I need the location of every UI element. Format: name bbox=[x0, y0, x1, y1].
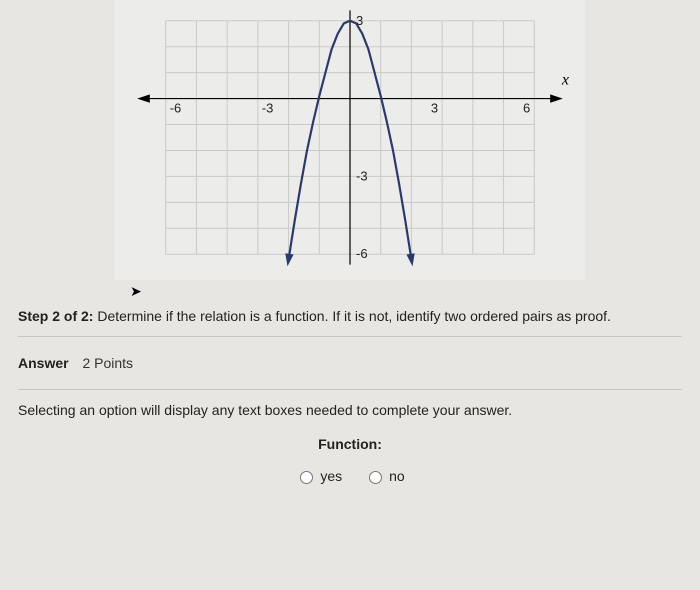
radio-no[interactable] bbox=[369, 471, 382, 484]
answer-points: 2 Points bbox=[82, 355, 133, 371]
instruction-text: Selecting an option will display any tex… bbox=[18, 402, 682, 418]
step-prefix: Step 2 of 2: bbox=[18, 308, 93, 324]
function-label: Function: bbox=[18, 436, 682, 452]
divider bbox=[18, 389, 682, 390]
svg-text:-3: -3 bbox=[356, 168, 368, 183]
svg-text:-6: -6 bbox=[170, 101, 182, 116]
divider bbox=[18, 336, 682, 337]
svg-text:3: 3 bbox=[431, 101, 438, 116]
step-prompt: Step 2 of 2: Determine if the relation i… bbox=[18, 308, 682, 324]
option-yes-label: yes bbox=[320, 468, 342, 484]
svg-text:x: x bbox=[561, 72, 569, 89]
radio-yes[interactable] bbox=[300, 471, 313, 484]
answer-label: Answer bbox=[18, 355, 69, 371]
svg-text:6: 6 bbox=[523, 101, 530, 116]
relation-graph: 36-6-33-3-6x bbox=[115, 0, 585, 280]
svg-text:-3: -3 bbox=[262, 101, 274, 116]
svg-text:-6: -6 bbox=[356, 246, 368, 261]
option-no[interactable]: no bbox=[364, 468, 405, 484]
cursor-arrow-icon: ➤ bbox=[130, 283, 142, 300]
step-text: Determine if the relation is a function.… bbox=[93, 308, 610, 324]
option-no-label: no bbox=[389, 468, 405, 484]
answer-header: Answer 2 Points bbox=[18, 355, 682, 371]
option-yes[interactable]: yes bbox=[295, 468, 342, 484]
